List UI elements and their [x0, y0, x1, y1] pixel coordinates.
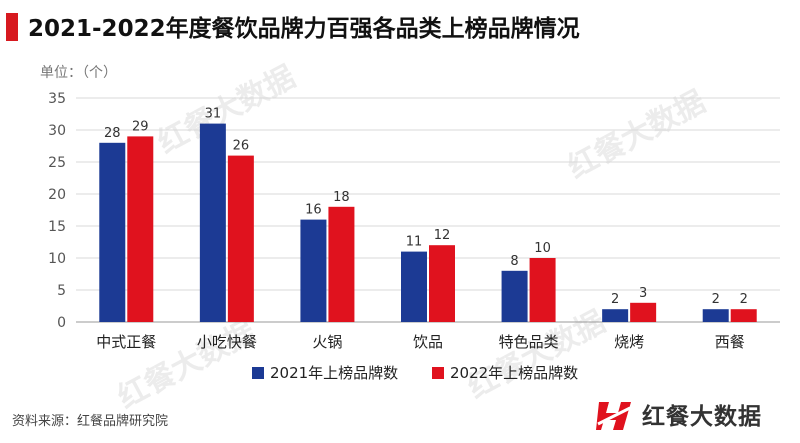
y-tick-label: 10	[48, 251, 66, 267]
bar-2021	[702, 309, 729, 322]
data-label: 29	[132, 119, 149, 134]
y-tick-label: 20	[48, 187, 66, 203]
data-label: 2	[611, 292, 619, 307]
bar-2021	[401, 251, 427, 322]
bar-2022	[529, 258, 556, 322]
logo-text: 红餐大数据	[642, 404, 762, 430]
bar-2022	[227, 155, 254, 322]
data-label: 26	[233, 139, 250, 154]
data-label: 8	[510, 254, 518, 269]
data-label: 31	[205, 107, 222, 122]
x-tick-label: 中式正餐	[96, 333, 156, 351]
data-label: 18	[333, 190, 350, 205]
data-label: 11	[406, 235, 423, 250]
bar-2022	[328, 206, 355, 322]
legend-label: 2022年上榜品牌数	[450, 364, 578, 382]
y-tick-label: 30	[48, 123, 66, 139]
bar-2022	[429, 245, 455, 322]
data-label: 2	[740, 292, 748, 307]
bar-2021	[300, 219, 327, 322]
x-tick-label: 饮品	[413, 333, 443, 351]
source-note: 资料来源：红餐品牌研究院	[12, 414, 169, 429]
bar-2022	[630, 302, 657, 322]
bar-2021	[199, 123, 226, 322]
chart-title: 2021-2022年度餐饮品牌力百强各品类上榜品牌情况	[28, 16, 580, 42]
logo-mark-icon	[596, 402, 631, 430]
legend-label: 2021年上榜品牌数	[270, 364, 398, 382]
bar-2022	[730, 309, 757, 322]
x-tick-label: 烧烤	[614, 333, 644, 351]
x-tick-label: 小吃快餐	[197, 333, 257, 351]
x-tick-label: 西餐	[715, 333, 745, 351]
bar-2021	[602, 309, 629, 322]
legend-swatch	[252, 367, 264, 379]
bar-2021	[501, 270, 528, 322]
y-tick-label: 0	[57, 315, 66, 331]
brand-logo: 红餐大数据	[596, 392, 796, 436]
y-tick-label: 35	[48, 91, 66, 107]
bar-2021	[99, 142, 126, 322]
data-label: 12	[434, 228, 451, 243]
title-accent-bar	[6, 13, 18, 41]
data-label: 2	[712, 292, 720, 307]
data-label: 28	[104, 126, 121, 141]
x-tick-label: 特色品类	[499, 333, 559, 351]
data-label: 10	[534, 241, 551, 256]
unit-label: 单位：（个）	[40, 65, 117, 81]
legend-swatch	[432, 367, 444, 379]
y-tick-label: 5	[57, 283, 66, 299]
y-tick-label: 25	[48, 155, 66, 171]
y-tick-label: 15	[48, 219, 66, 235]
data-label: 16	[305, 203, 322, 218]
bar-2022	[127, 136, 154, 322]
data-label: 3	[639, 286, 647, 301]
x-tick-label: 火锅	[312, 333, 342, 351]
